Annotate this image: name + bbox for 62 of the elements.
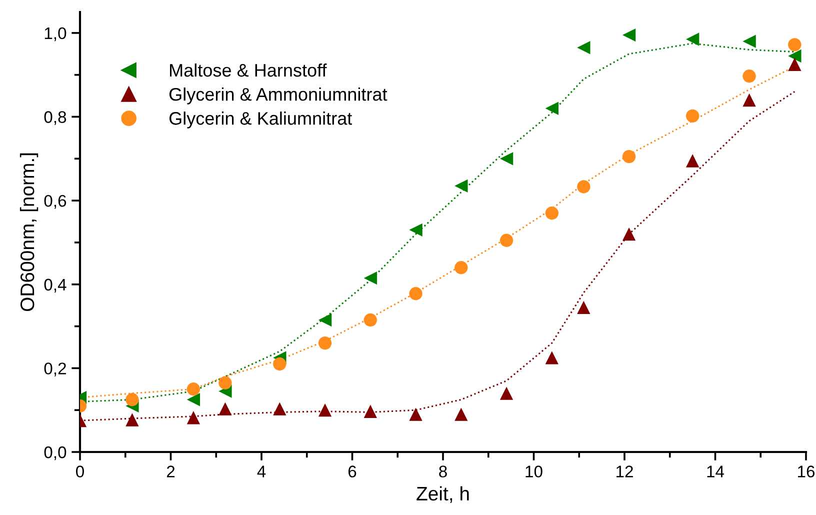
y-tick-label: 0,2 [44, 362, 66, 376]
x-tick-label: 12 [616, 466, 633, 478]
legend-label: Maltose & Harnstoff [170, 63, 327, 77]
point [318, 313, 332, 327]
x-tick-label: 0 [76, 466, 84, 478]
point [186, 382, 200, 396]
x-tick-label: 16 [798, 466, 815, 478]
legend-label: Glycerin & Ammoniumnitrat [169, 88, 388, 104]
point [742, 70, 756, 83]
legend-label: Glycerin & Kaliumnitrat [169, 112, 352, 128]
x-tick-label: 10 [526, 466, 542, 478]
point [409, 223, 422, 236]
x-tick-label: 6 [348, 466, 356, 478]
x-axis-title: Zeit, h [416, 486, 469, 503]
point [545, 206, 558, 220]
x-tick-label: 8 [439, 466, 447, 478]
y-tick-label: 1,0 [44, 27, 66, 42]
x-tick-label: 2 [166, 466, 175, 478]
point [273, 402, 286, 416]
point [364, 313, 377, 327]
point [545, 102, 558, 115]
y-tick-label: 0,4 [44, 278, 66, 293]
point [788, 58, 802, 71]
point [318, 404, 332, 417]
point [364, 272, 377, 285]
point [364, 404, 377, 418]
y-tick-label: 0,8 [44, 111, 66, 125]
point [126, 393, 139, 406]
point [622, 28, 636, 42]
point [454, 179, 468, 192]
y-tick-label: 0,0 [44, 446, 66, 460]
point [577, 300, 590, 314]
point [318, 336, 332, 350]
point [788, 49, 802, 63]
point [500, 386, 514, 400]
point [545, 351, 558, 364]
point [273, 357, 286, 371]
point [500, 234, 514, 247]
point [409, 408, 422, 421]
y-axis-title: OD600nm, [norm.] [20, 153, 38, 312]
x-tick-label: 4 [257, 466, 266, 478]
point [186, 393, 200, 406]
point [686, 32, 700, 46]
point [577, 41, 590, 54]
point [622, 150, 636, 164]
point [742, 34, 756, 48]
point [126, 413, 139, 426]
point [500, 152, 514, 166]
point [788, 38, 802, 52]
point [218, 402, 232, 416]
point [218, 376, 232, 390]
point [186, 411, 200, 424]
point [742, 93, 756, 107]
x-tick-label: 14 [707, 466, 724, 478]
point [686, 109, 700, 123]
point [409, 287, 422, 300]
point [622, 228, 636, 241]
y-tick-label: 0,6 [44, 194, 66, 209]
point [454, 408, 468, 421]
point [577, 180, 590, 194]
point [686, 154, 700, 168]
point [454, 261, 468, 274]
